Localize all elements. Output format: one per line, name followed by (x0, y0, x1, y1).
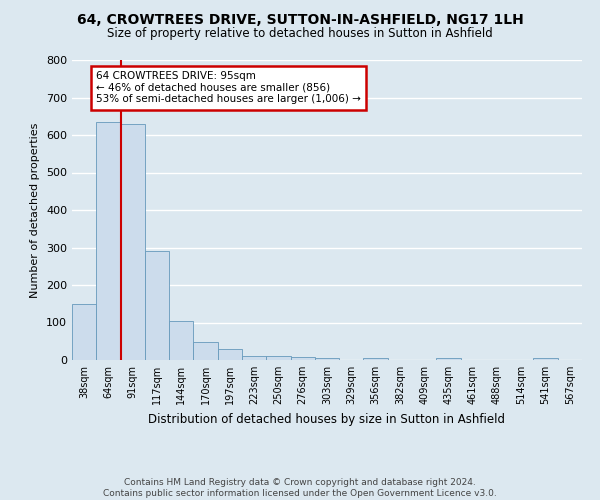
X-axis label: Distribution of detached houses by size in Sutton in Ashfield: Distribution of detached houses by size … (149, 412, 505, 426)
Bar (436, 358, 461, 360)
Text: Size of property relative to detached houses in Sutton in Ashfield: Size of property relative to detached ho… (107, 28, 493, 40)
Text: 64, CROWTREES DRIVE, SUTTON-IN-ASHFIELD, NG17 1LH: 64, CROWTREES DRIVE, SUTTON-IN-ASHFIELD,… (77, 12, 523, 26)
Bar (145, 251, 169, 360)
Bar (96, 122, 121, 360)
Bar (121, 124, 145, 360)
Bar (169, 320, 193, 360)
Bar (315, 358, 339, 360)
Bar (290, 357, 315, 360)
Text: Contains HM Land Registry data © Crown copyright and database right 2024.
Contai: Contains HM Land Registry data © Crown c… (103, 478, 497, 498)
Bar (242, 356, 266, 360)
Y-axis label: Number of detached properties: Number of detached properties (31, 122, 40, 298)
Bar (266, 356, 290, 360)
Bar (218, 349, 242, 360)
Text: 64 CROWTREES DRIVE: 95sqm
← 46% of detached houses are smaller (856)
53% of semi: 64 CROWTREES DRIVE: 95sqm ← 46% of detac… (96, 71, 361, 104)
Bar (364, 358, 388, 360)
Bar (72, 304, 96, 360)
Bar (193, 342, 218, 360)
Bar (533, 358, 558, 360)
